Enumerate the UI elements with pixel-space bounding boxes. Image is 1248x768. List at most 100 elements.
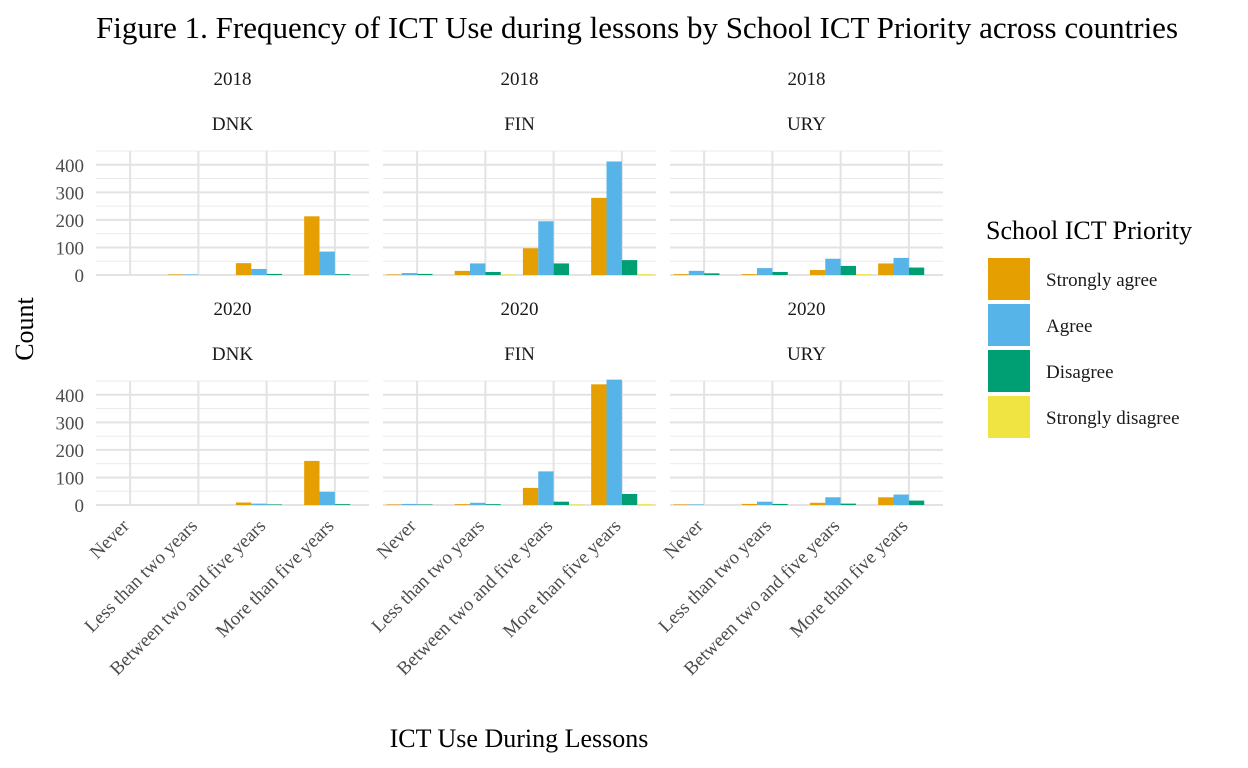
bar-disagree — [840, 503, 856, 505]
y-tick-label: 400 — [56, 156, 85, 177]
legend-label: Agree — [1046, 316, 1092, 337]
bar-disagree — [621, 260, 638, 275]
bar-agree — [688, 504, 705, 505]
bar-agree — [319, 491, 335, 505]
bar-disagree — [417, 273, 433, 275]
bar-strongly-agree — [235, 263, 252, 275]
bar-agree — [606, 161, 622, 275]
panel-country-label: DNK — [212, 344, 253, 365]
legend-swatch — [988, 396, 1030, 438]
panel-2018-DNK: 2018 DNK 0 100 200 300 400 — [56, 69, 369, 287]
bar-disagree — [908, 267, 925, 275]
bar-disagree — [840, 265, 856, 275]
panel-year-label: 2020 — [788, 299, 826, 320]
legend-label: Strongly agree — [1046, 270, 1157, 291]
bar-strongly-agree — [741, 503, 758, 505]
x-tick-label: Less than two years — [81, 516, 202, 637]
bar-disagree — [704, 273, 720, 275]
x-tick-label: Never — [373, 515, 421, 563]
bar-strongly-agree — [304, 216, 320, 275]
bar-strongly-disagree — [500, 274, 517, 275]
panel-country-label: URY — [787, 114, 826, 135]
bar-agree — [401, 503, 418, 505]
bar-strongly-agree — [591, 197, 607, 275]
bar-disagree — [621, 493, 638, 505]
bar-agree — [470, 502, 486, 505]
bar-strongly-agree — [741, 274, 758, 275]
bar-agree — [538, 221, 554, 275]
bar-disagree — [417, 504, 433, 505]
bar-agree — [893, 257, 909, 275]
y-tick-label: 300 — [56, 413, 85, 434]
bar-agree — [401, 273, 418, 275]
x-tick-label: More than five years — [786, 516, 912, 642]
bar-strongly-disagree — [568, 504, 585, 505]
panel-year-label: 2020 — [214, 299, 252, 320]
bar-strongly-agree — [386, 274, 402, 275]
bar-strongly-agree — [809, 502, 826, 505]
bar-strongly-agree — [454, 270, 471, 275]
bar-agree — [757, 268, 773, 275]
bar-disagree — [772, 271, 788, 275]
legend-item: Strongly disagree — [988, 396, 1180, 438]
bar-disagree — [266, 273, 282, 275]
x-tick-label: Less than two years — [655, 516, 776, 637]
facet-panels: 2018 DNK 0 100 200 300 400 2018 FIN 2018 URY 2020 DN… — [56, 69, 943, 680]
panel-2018-FIN: 2018 FIN — [383, 69, 656, 276]
legend-item: Disagree — [988, 350, 1114, 392]
bar-strongly-agree — [878, 263, 894, 275]
bar-strongly-disagree — [637, 504, 653, 505]
legend-item: Agree — [988, 304, 1092, 346]
y-tick-label: 100 — [56, 238, 85, 259]
bar-agree — [893, 494, 909, 505]
y-tick-label: 100 — [56, 468, 85, 489]
bar-agree — [825, 258, 841, 275]
y-tick-label: 0 — [75, 496, 85, 517]
y-tick-label: 400 — [56, 386, 85, 407]
panel-year-label: 2018 — [788, 69, 826, 90]
legend-items: Strongly agree Agree Disagree Strongly disa… — [988, 258, 1180, 438]
legend-swatch — [988, 350, 1030, 392]
y-tick-label: 200 — [56, 211, 85, 232]
bar-agree — [825, 497, 841, 505]
bar-disagree — [334, 504, 351, 505]
legend-label: Disagree — [1046, 362, 1114, 383]
bar-strongly-agree — [386, 504, 402, 505]
x-tick-label: Never — [86, 515, 134, 563]
bar-disagree — [553, 501, 569, 505]
bar-agree — [606, 379, 622, 505]
x-tick-label: More than five years — [212, 516, 338, 642]
bar-strongly-disagree — [855, 274, 872, 275]
bar-agree — [538, 471, 554, 505]
bar-agree — [470, 263, 486, 275]
legend-label: Strongly disagree — [1046, 408, 1180, 429]
bar-agree — [251, 503, 267, 505]
bar-disagree — [266, 504, 282, 505]
bar-agree — [251, 268, 267, 275]
panel-country-label: DNK — [212, 114, 253, 135]
legend-swatch — [988, 258, 1030, 300]
legend-swatch — [988, 304, 1030, 346]
bar-strongly-agree — [809, 270, 826, 275]
y-tick-label: 0 — [75, 266, 85, 287]
panel-year-label: 2018 — [501, 69, 539, 90]
panel-country-label: FIN — [504, 344, 535, 365]
x-tick-label: More than five years — [499, 516, 625, 642]
bar-strongly-agree — [235, 502, 252, 505]
bar-strongly-agree — [167, 274, 184, 275]
y-axis-title: Count — [10, 296, 39, 360]
bar-agree — [319, 251, 335, 275]
bar-strongly-agree — [454, 504, 471, 505]
bar-agree — [688, 270, 705, 275]
bar-disagree — [908, 500, 925, 505]
legend-item: Strongly agree — [988, 258, 1157, 300]
bar-strongly-disagree — [637, 274, 653, 275]
bar-strongly-agree — [304, 460, 320, 505]
x-axis-title: ICT Use During Lessons — [390, 724, 649, 753]
bar-disagree — [485, 504, 501, 505]
